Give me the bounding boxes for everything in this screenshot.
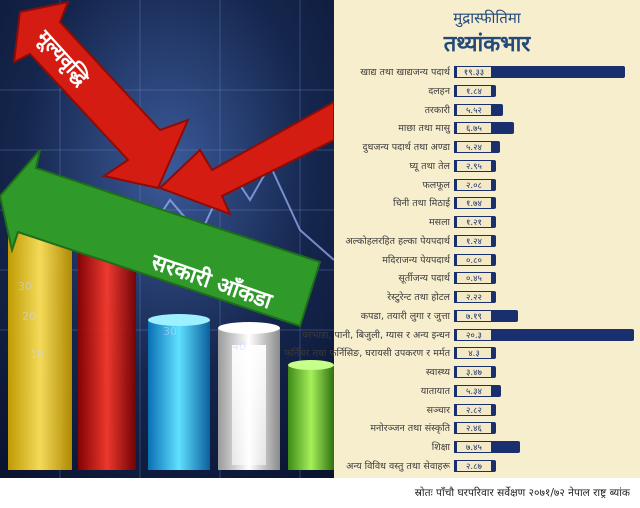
value-label: ५.५२ xyxy=(456,103,492,116)
value-label: ४.३ xyxy=(456,347,492,360)
category-label: स्वास्थ्य xyxy=(425,367,450,378)
value-label: ७.४५ xyxy=(456,441,492,453)
value-label: २.४६ xyxy=(456,422,492,435)
category-label: रेस्टुरेन्ट तथा होटल xyxy=(387,292,450,303)
category-label: अन्य विविध वस्तु तथा सेवाहरू xyxy=(346,460,450,472)
value-label: १.८४ xyxy=(456,84,492,97)
tick-3: 10 xyxy=(30,348,44,361)
value-label: २.०८ xyxy=(456,178,492,191)
category-label: सञ्चार xyxy=(426,404,450,416)
category-label: मसला xyxy=(428,217,450,228)
value-label: २.८२ xyxy=(456,403,492,416)
source-footer: स्रोतः पाँचौ घरपरिवार सर्वेक्षण २०७१/७२ … xyxy=(0,480,640,508)
category-label: शिक्षा xyxy=(431,442,450,453)
chart-title-line2: तथ्यांकभार xyxy=(443,32,531,57)
category-label: घ्यू तथा तेल xyxy=(409,160,450,172)
chart-panel: मुद्रास्फीतिमा तथ्यांकभार खाद्य तथा खाद्… xyxy=(284,0,640,478)
value-label: ०.८० xyxy=(456,253,492,266)
bar-row: स्वास्थ्य ३.४७ xyxy=(334,362,640,383)
bar-row: चिनी तथा मिठाई १.७४ xyxy=(334,193,640,214)
bar xyxy=(454,328,634,341)
category-label: सूर्तीजन्य पदार्थ xyxy=(398,273,450,285)
source-text: स्रोतः पाँचौ घरपरिवार सर्वेक्षण २०७१/७२ … xyxy=(414,487,630,499)
value-label: १९.३३ xyxy=(456,66,492,78)
bar-row: फलफूल २.०८ xyxy=(334,175,640,196)
category-label: फलफूल xyxy=(422,179,450,191)
bar-row: सूर्तीजन्य पदार्थ ०.४५ xyxy=(334,268,640,289)
value-label: १.७४ xyxy=(456,197,492,210)
tick-5: 40 xyxy=(232,340,246,353)
bar-row: खाद्य तथा खाद्यजन्य पदार्थ १९.३३ xyxy=(334,62,640,83)
category-label: दुधजन्य पदार्थ तथा अण्डा xyxy=(362,142,450,153)
bar-row: माछा तथा मासु ६.७५ xyxy=(334,118,640,139)
value-label: ५.३४ xyxy=(456,384,492,397)
chart-title-line1: मुद्रास्फीतिमा xyxy=(453,9,521,27)
category-label: मदिराजन्य पेयपदार्थ xyxy=(382,254,450,266)
bar-row: अल्कोहलरहित हल्का पेयपदार्थ १.२४ xyxy=(334,231,640,252)
bar-row: मसला १.२१ xyxy=(334,212,640,233)
bar-row: फर्निचर तथा फर्निसिङ, घरायसी उपकरण र मर्… xyxy=(284,343,640,364)
bar-row: अन्य विविध वस्तु तथा सेवाहरू २.८७ xyxy=(334,456,640,477)
value-label: १.२४ xyxy=(456,234,492,247)
bar-green xyxy=(288,360,334,470)
category-label: फर्निचर तथा फर्निसिङ, घरायसी उपकरण र मर्… xyxy=(284,348,450,360)
category-label: तरकारी xyxy=(424,104,450,116)
bar-cyan xyxy=(148,314,210,470)
category-label: अल्कोहलरहित हल्का पेयपदार्थ xyxy=(345,235,450,247)
category-label: कपडा, तयारी लुगा र जुत्ता xyxy=(360,310,450,322)
category-label: चिनी तथा मिठाई xyxy=(393,198,450,210)
value-label: ५.२४ xyxy=(456,141,492,153)
bar-row: शिक्षा ७.४५ xyxy=(334,437,640,458)
value-label: २०.३ xyxy=(456,328,492,341)
category-label: यातायात xyxy=(420,385,450,397)
bar-row: तरकारी ५.५२ xyxy=(334,100,640,121)
bar-row: दलहन १.८४ xyxy=(334,81,640,102)
bar-row: सञ्चार २.८२ xyxy=(334,400,640,421)
category-label: खाद्य तथा खाद्यजन्य पदार्थ xyxy=(360,67,450,78)
category-label: माछा तथा मासु xyxy=(398,123,450,135)
value-label: २.८७ xyxy=(456,459,492,472)
bar-row: रेस्टुरेन्ट तथा होटल २.२२ xyxy=(334,287,640,308)
category-label: दलहन xyxy=(428,85,450,97)
illustration: 40 30 20 10 30 40 सरकारी आँकडा मूल्यवृद्… xyxy=(0,0,334,478)
bar-row: घरभाडा, पानी, बिजुली, ग्यास र अन्य इन्धन… xyxy=(302,325,640,346)
category-label: घरभाडा, पानी, बिजुली, ग्यास र अन्य इन्धन xyxy=(302,329,450,341)
bar-row: घ्यू तथा तेल २.९५ xyxy=(334,156,640,177)
bar-row: मदिराजन्य पेयपदार्थ ०.८० xyxy=(334,250,640,271)
bar-white xyxy=(218,322,280,470)
category-label: मनोरञ्जन तथा संस्कृति xyxy=(370,423,450,435)
value-label: ७.१९ xyxy=(456,309,492,322)
bar-row: मनोरञ्जन तथा संस्कृति २.४६ xyxy=(334,418,640,439)
value-label: १.२१ xyxy=(456,216,492,228)
value-label: ३.४७ xyxy=(456,366,492,378)
tick-2: 20 xyxy=(22,310,36,323)
value-label: २.२२ xyxy=(456,291,492,303)
bar-row: कपडा, तयारी लुगा र जुत्ता ७.१९ xyxy=(334,306,640,327)
bar-row: यातायात ५.३४ xyxy=(334,381,640,402)
value-label: ०.४५ xyxy=(456,272,492,285)
tick-4: 30 xyxy=(163,325,177,338)
value-label: २.९५ xyxy=(456,159,492,172)
tick-1: 30 xyxy=(18,280,32,293)
value-label: ६.७५ xyxy=(456,122,492,135)
bar xyxy=(454,66,626,78)
bar-row: दुधजन्य पदार्थ तथा अण्डा ५.२४ xyxy=(334,137,640,158)
